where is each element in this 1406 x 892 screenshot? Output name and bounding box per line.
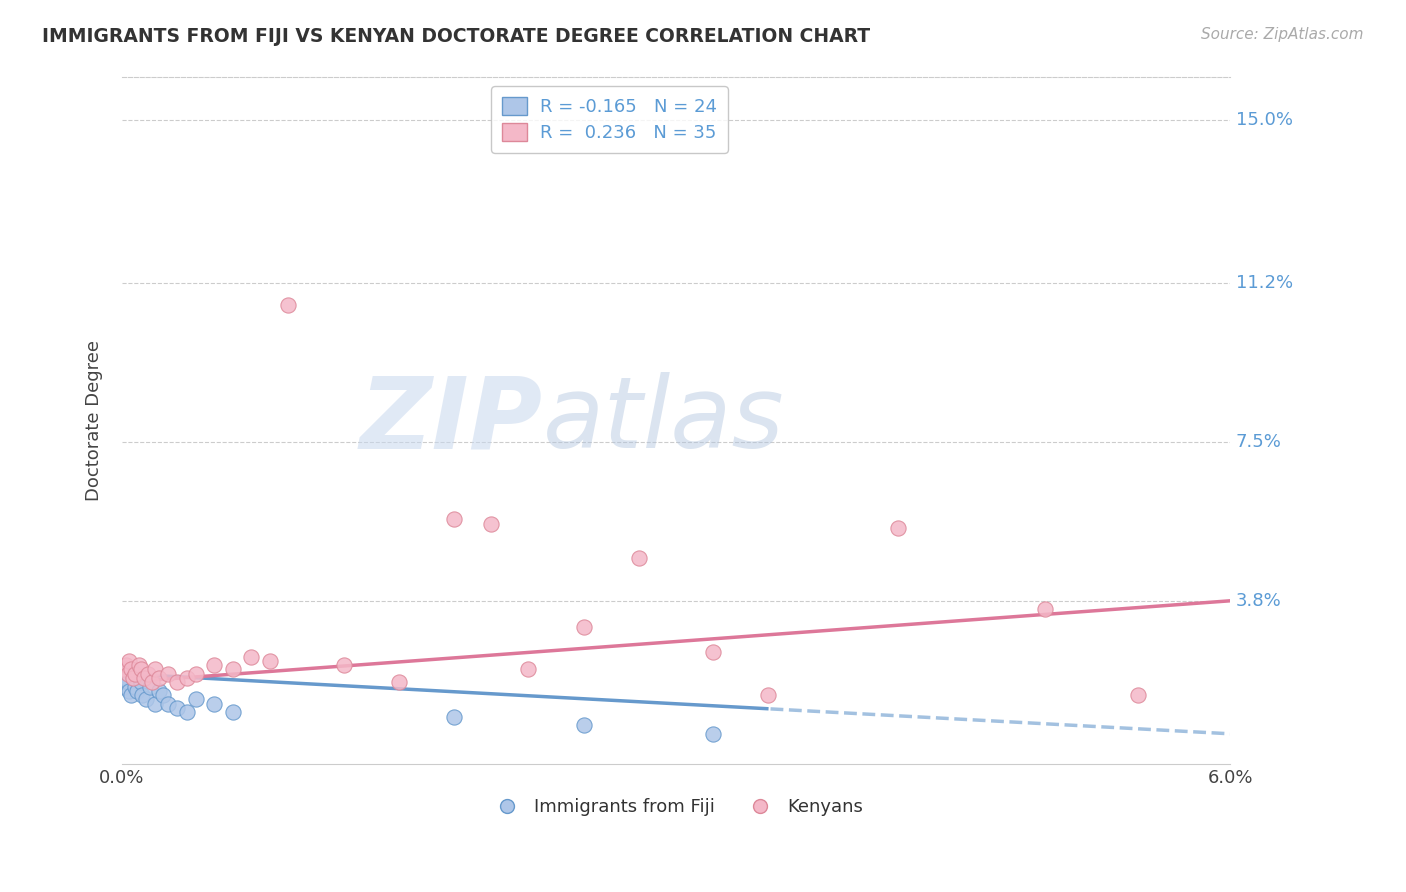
Point bbox=[143, 663, 166, 677]
Point bbox=[259, 654, 281, 668]
Point bbox=[118, 654, 141, 668]
Point bbox=[166, 701, 188, 715]
Point bbox=[157, 666, 180, 681]
Point bbox=[134, 671, 156, 685]
Point bbox=[222, 706, 245, 720]
Point bbox=[120, 663, 142, 677]
Point bbox=[1033, 602, 1056, 616]
Text: ZIP: ZIP bbox=[360, 372, 543, 469]
Y-axis label: Doctorate Degree: Doctorate Degree bbox=[86, 340, 103, 501]
Point bbox=[184, 666, 207, 681]
Point bbox=[129, 675, 152, 690]
Point bbox=[628, 550, 651, 565]
Point bbox=[118, 684, 141, 698]
Text: IMMIGRANTS FROM FIJI VS KENYAN DOCTORATE DEGREE CORRELATION CHART: IMMIGRANTS FROM FIJI VS KENYAN DOCTORATE… bbox=[42, 27, 870, 45]
Point bbox=[157, 697, 180, 711]
Point bbox=[112, 663, 135, 677]
Point bbox=[141, 675, 163, 690]
Point bbox=[277, 298, 299, 312]
Point bbox=[240, 649, 263, 664]
Point bbox=[117, 675, 139, 690]
Point bbox=[122, 671, 145, 685]
Point bbox=[120, 688, 142, 702]
Point bbox=[479, 516, 502, 531]
Point bbox=[124, 666, 146, 681]
Point bbox=[125, 684, 148, 698]
Point bbox=[117, 666, 139, 681]
Point bbox=[114, 658, 136, 673]
Text: 7.5%: 7.5% bbox=[1236, 434, 1281, 451]
Point bbox=[136, 666, 159, 681]
Text: atlas: atlas bbox=[543, 372, 785, 469]
Point bbox=[184, 692, 207, 706]
Text: 15.0%: 15.0% bbox=[1236, 112, 1292, 129]
Point bbox=[148, 684, 170, 698]
Text: 11.2%: 11.2% bbox=[1236, 275, 1292, 293]
Point bbox=[1126, 688, 1149, 702]
Text: 3.8%: 3.8% bbox=[1236, 591, 1281, 610]
Point bbox=[886, 521, 908, 535]
Point bbox=[202, 658, 225, 673]
Point bbox=[148, 671, 170, 685]
Point bbox=[443, 709, 465, 723]
Point bbox=[128, 658, 150, 673]
Point bbox=[517, 663, 540, 677]
Point bbox=[222, 663, 245, 677]
Point bbox=[332, 658, 354, 673]
Point bbox=[702, 645, 724, 659]
Point bbox=[388, 675, 411, 690]
Point bbox=[756, 688, 779, 702]
Point bbox=[572, 619, 595, 633]
Point bbox=[152, 688, 174, 702]
Point bbox=[202, 697, 225, 711]
Point bbox=[131, 688, 153, 702]
Point bbox=[122, 671, 145, 685]
Point bbox=[135, 692, 157, 706]
Point bbox=[176, 706, 198, 720]
Point bbox=[443, 512, 465, 526]
Point bbox=[143, 697, 166, 711]
Point bbox=[166, 675, 188, 690]
Legend: Immigrants from Fiji, Kenyans: Immigrants from Fiji, Kenyans bbox=[482, 791, 870, 823]
Point bbox=[702, 727, 724, 741]
Point bbox=[139, 680, 162, 694]
Point bbox=[114, 671, 136, 685]
Point bbox=[572, 718, 595, 732]
Point bbox=[176, 671, 198, 685]
Text: Source: ZipAtlas.com: Source: ZipAtlas.com bbox=[1201, 27, 1364, 42]
Point bbox=[124, 680, 146, 694]
Point bbox=[129, 663, 152, 677]
Point bbox=[112, 680, 135, 694]
